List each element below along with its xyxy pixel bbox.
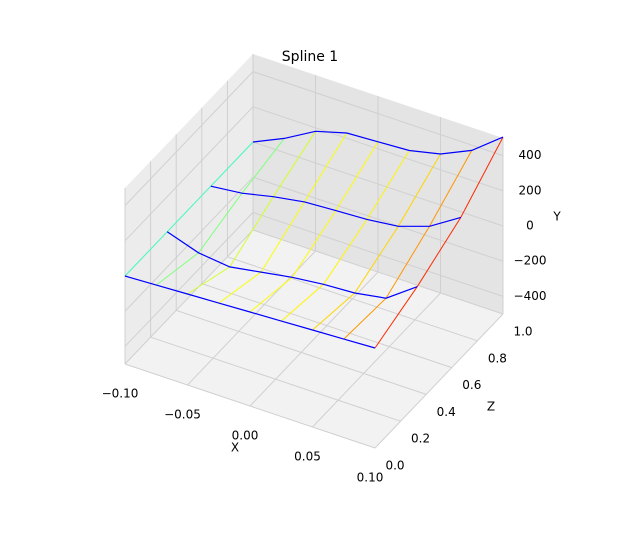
- surface-column-line: [343, 150, 473, 340]
- surface-row-line: [124, 275, 376, 349]
- grid-line: [187, 250, 316, 386]
- y-tick-label: 400: [519, 148, 542, 162]
- z-tick-label: 0.6: [462, 378, 481, 392]
- y-tick-label: −200: [514, 254, 547, 268]
- grid-line: [124, 212, 254, 347]
- x-axis-label: X: [231, 441, 239, 455]
- z-tick-label: 1.0: [513, 325, 532, 339]
- z-tick-label: 0.0: [385, 459, 404, 473]
- grid-line: [124, 71, 254, 206]
- surface-column-line: [124, 141, 254, 277]
- grid-line: [201, 283, 452, 369]
- grid-line: [252, 71, 504, 157]
- y-tick-label: −400: [514, 289, 547, 303]
- grid-line: [252, 106, 504, 192]
- z-tick-label: 0.8: [488, 351, 507, 365]
- surface-column-line: [218, 132, 348, 304]
- grid-line: [124, 176, 254, 312]
- grid-line: [227, 256, 478, 342]
- grid-line: [124, 106, 254, 242]
- grid-line: [252, 141, 504, 227]
- y-axis-label: Y: [552, 210, 561, 224]
- chart-title: Spline 1: [282, 49, 338, 65]
- surface-column-line: [249, 141, 379, 313]
- grid-line: [124, 363, 376, 449]
- x-tick-label: 0.00: [232, 429, 259, 443]
- grid-line: [124, 229, 254, 365]
- surface-column-line: [155, 138, 285, 286]
- grid-line: [312, 292, 441, 428]
- y-tick-label: 0: [526, 219, 534, 233]
- surface-column-line: [187, 131, 316, 295]
- surface-row-line: [166, 231, 418, 299]
- grid-line: [374, 313, 504, 449]
- grid-line: [176, 309, 427, 395]
- x-tick-label: 0.10: [357, 471, 384, 485]
- grid-line: [252, 176, 504, 262]
- surface-row-line: [210, 185, 461, 227]
- z-axis-label: Z: [487, 400, 495, 414]
- z-tick-label: 0.4: [437, 405, 456, 419]
- grid-line: [252, 211, 504, 297]
- surface-row-line: [252, 130, 504, 155]
- x-tick-label: 0.05: [294, 450, 321, 464]
- surface-column-line: [280, 150, 410, 322]
- z-tick-label: 0.2: [411, 432, 430, 446]
- surface-column-line: [312, 153, 441, 331]
- grid-line: [252, 229, 504, 315]
- grid-line: [249, 271, 379, 407]
- x-tick-label: −0.10: [102, 387, 139, 401]
- y-tick-label: 200: [519, 183, 542, 197]
- surface-column-line: [374, 136, 504, 349]
- x-tick-label: −0.05: [164, 408, 201, 422]
- grid-line: [150, 336, 401, 422]
